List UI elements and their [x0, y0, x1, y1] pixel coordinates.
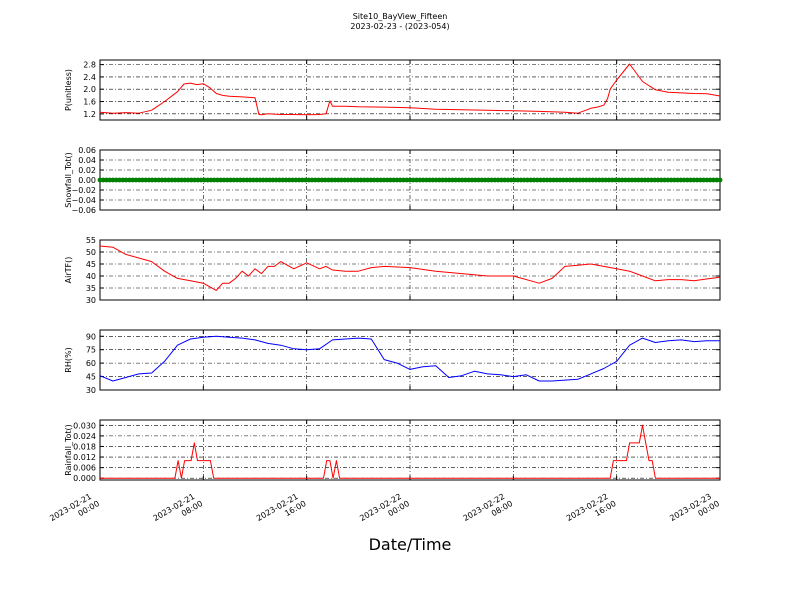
- y-tick-label: −0.04: [71, 196, 96, 205]
- y-axis-label: Rainfall_Tot(): [64, 424, 73, 476]
- series-line: [100, 424, 720, 479]
- y-axis-label: Snowfall_Tot(): [64, 152, 73, 208]
- y-tick-label: 50: [86, 248, 96, 257]
- panels: 1.2 1.6 2.0 2.4 2.8 P(unitless) −0.06−0.04−0.0…: [48, 59, 723, 523]
- y-tick-label: −0.02: [71, 186, 96, 195]
- series-line: [99, 245, 721, 291]
- y-tick-label: 0.06: [78, 146, 96, 155]
- y-tick-label: 0.006: [73, 464, 96, 473]
- panel-4: 30 45 60 75 90 RH(%): [64, 329, 721, 395]
- y-tick-label: 2.4: [83, 73, 96, 82]
- y-tick-label: 0.012: [73, 453, 96, 462]
- y-tick-label: 0.018: [73, 442, 96, 451]
- y-tick-label: 30: [86, 296, 96, 305]
- y-tick-label: 1.6: [83, 98, 96, 107]
- y-tick-label: 0.02: [78, 166, 96, 175]
- y-tick-label: 90: [86, 332, 96, 341]
- y-tick-label: 55: [86, 236, 96, 245]
- y-tick-label: 0.030: [73, 421, 96, 430]
- series-line: [99, 335, 720, 382]
- y-tick-label: 1.2: [83, 110, 96, 119]
- figure-title: Site10_BayView_Fifteen: [353, 12, 448, 21]
- y-tick-label: 75: [86, 346, 96, 355]
- y-tick-label: 2.8: [83, 61, 96, 70]
- series-point: [717, 177, 723, 183]
- y-tick-label: −0.06: [71, 206, 96, 215]
- panel-2: −0.06−0.04−0.020.000.020.040.06 Snowfall_…: [64, 146, 723, 215]
- y-tick-label: 45: [86, 260, 96, 269]
- panel-1: 1.2 1.6 2.0 2.4 2.8 P(unitless): [64, 59, 721, 121]
- y-tick-label: 0.00: [78, 176, 96, 185]
- y-tick-label: 60: [86, 359, 96, 368]
- y-tick-label: 45: [86, 373, 96, 382]
- y-tick-label: 35: [86, 284, 96, 293]
- series-line: [99, 63, 721, 116]
- y-axis-label: RH(%): [64, 347, 73, 372]
- figure-subtitle: 2023-02-23 - (2023-054): [350, 22, 449, 31]
- y-tick-label: 2.0: [83, 85, 96, 94]
- x-axis-label: Date/Time: [369, 535, 452, 554]
- y-axis-label: P(unitless): [64, 69, 73, 111]
- y-tick-label: 0.000: [73, 474, 96, 483]
- y-tick-label: 0.024: [73, 432, 96, 441]
- y-tick-label: 30: [86, 386, 96, 395]
- panel-3: 30 35 40 45 50 55 AirTF(): [64, 236, 721, 305]
- y-tick-label: 0.04: [78, 156, 96, 165]
- y-tick-label: 40: [86, 272, 96, 281]
- y-axis-label: AirTF(): [64, 257, 73, 284]
